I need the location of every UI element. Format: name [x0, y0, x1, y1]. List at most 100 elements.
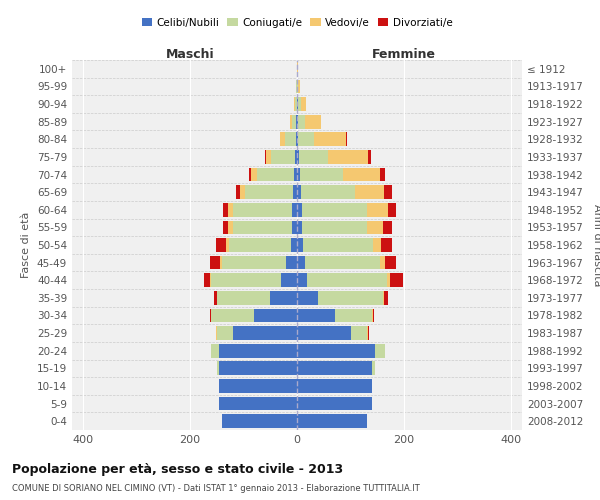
- Bar: [297, 414, 367, 428]
- Bar: [271, 150, 295, 164]
- Bar: [292, 203, 297, 216]
- Bar: [389, 274, 403, 287]
- Bar: [236, 186, 240, 199]
- Bar: [297, 308, 335, 322]
- Bar: [297, 291, 319, 304]
- Bar: [217, 326, 233, 340]
- Bar: [297, 274, 307, 287]
- Bar: [297, 238, 304, 252]
- Bar: [305, 256, 380, 270]
- Bar: [380, 168, 385, 181]
- Bar: [297, 132, 298, 146]
- Bar: [346, 132, 347, 146]
- Bar: [293, 186, 297, 199]
- Bar: [381, 238, 392, 252]
- Bar: [383, 291, 384, 304]
- Bar: [204, 274, 210, 287]
- Bar: [335, 308, 372, 322]
- Bar: [350, 326, 367, 340]
- Bar: [373, 238, 381, 252]
- Bar: [297, 362, 372, 375]
- Bar: [223, 203, 229, 216]
- Bar: [307, 274, 387, 287]
- Bar: [304, 238, 373, 252]
- Bar: [233, 326, 297, 340]
- Bar: [233, 220, 292, 234]
- Bar: [280, 132, 285, 146]
- Bar: [292, 220, 297, 234]
- Bar: [251, 168, 257, 181]
- Bar: [233, 203, 292, 216]
- Bar: [301, 97, 306, 111]
- Bar: [281, 274, 297, 287]
- Bar: [270, 291, 297, 304]
- Bar: [373, 308, 374, 322]
- Bar: [211, 308, 254, 322]
- Bar: [295, 150, 297, 164]
- Legend: Celibi/Nubili, Coniugati/e, Vedovi/e, Divorziati/e: Celibi/Nubili, Coniugati/e, Vedovi/e, Di…: [137, 14, 457, 32]
- Bar: [290, 115, 292, 128]
- Bar: [297, 344, 374, 358]
- Bar: [297, 220, 302, 234]
- Bar: [297, 168, 299, 181]
- Bar: [328, 150, 368, 164]
- Bar: [229, 220, 233, 234]
- Bar: [302, 203, 367, 216]
- Bar: [297, 97, 298, 111]
- Bar: [286, 256, 297, 270]
- Bar: [295, 97, 297, 111]
- Bar: [214, 291, 217, 304]
- Bar: [372, 308, 373, 322]
- Bar: [217, 291, 270, 304]
- Bar: [217, 362, 220, 375]
- Y-axis label: Fasce di età: Fasce di età: [22, 212, 31, 278]
- Bar: [229, 203, 233, 216]
- Bar: [367, 220, 383, 234]
- Bar: [355, 186, 385, 199]
- Bar: [383, 220, 392, 234]
- Bar: [265, 150, 266, 164]
- Bar: [297, 150, 299, 164]
- Bar: [301, 186, 355, 199]
- Bar: [298, 132, 314, 146]
- Bar: [367, 326, 368, 340]
- Bar: [209, 256, 220, 270]
- Bar: [210, 308, 211, 322]
- Bar: [297, 379, 372, 393]
- Bar: [374, 344, 385, 358]
- Bar: [297, 203, 302, 216]
- Bar: [290, 238, 297, 252]
- Bar: [384, 291, 388, 304]
- Bar: [229, 238, 290, 252]
- Bar: [299, 150, 328, 164]
- Bar: [254, 308, 297, 322]
- Bar: [297, 80, 298, 94]
- Bar: [368, 326, 369, 340]
- Bar: [211, 344, 220, 358]
- Bar: [297, 326, 350, 340]
- Bar: [249, 168, 251, 181]
- Bar: [211, 274, 281, 287]
- Bar: [298, 97, 301, 111]
- Bar: [215, 326, 217, 340]
- Bar: [210, 274, 211, 287]
- Text: Maschi: Maschi: [166, 48, 214, 61]
- Bar: [385, 256, 396, 270]
- Bar: [372, 362, 374, 375]
- Bar: [314, 132, 346, 146]
- Bar: [298, 115, 305, 128]
- Bar: [220, 256, 222, 270]
- Bar: [292, 115, 296, 128]
- Bar: [388, 203, 396, 216]
- Bar: [245, 186, 293, 199]
- Bar: [297, 396, 372, 410]
- Bar: [285, 132, 296, 146]
- Text: COMUNE DI SORIANO NEL CIMINO (VT) - Dati ISTAT 1° gennaio 2013 - Elaborazione TU: COMUNE DI SORIANO NEL CIMINO (VT) - Dati…: [12, 484, 420, 493]
- Bar: [266, 150, 271, 164]
- Bar: [222, 256, 286, 270]
- Bar: [380, 256, 385, 270]
- Bar: [387, 274, 389, 287]
- Bar: [297, 186, 301, 199]
- Bar: [368, 150, 371, 164]
- Bar: [226, 238, 229, 252]
